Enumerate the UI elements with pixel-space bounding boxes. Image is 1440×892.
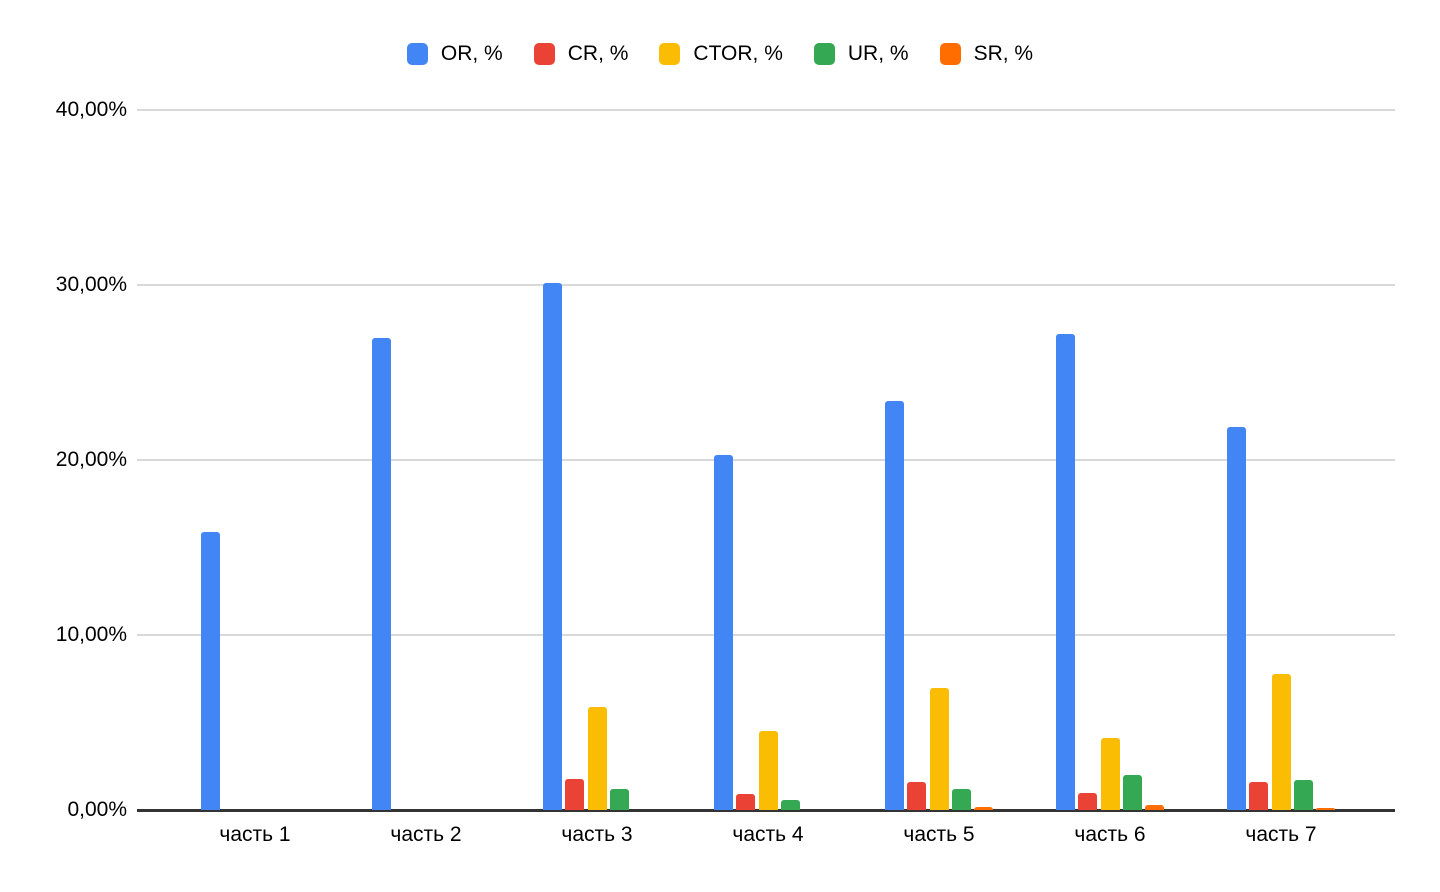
legend-label-or: OR, %	[440, 42, 503, 65]
bar-ur-part-5[interactable]	[951, 789, 971, 810]
bar-ctor-part-7[interactable]	[1271, 673, 1291, 810]
legend-swatch-ur	[813, 43, 835, 65]
gridline-30pct	[137, 284, 1395, 286]
x-axis-line	[137, 809, 1395, 812]
gridline-40pct	[137, 109, 1395, 111]
bar-or-part-2[interactable]	[371, 337, 391, 810]
legend-item-ctor[interactable]: CTOR, %	[659, 42, 783, 66]
x-axis-label-part-7: часть 7	[1245, 823, 1317, 846]
chart-legend: OR, % CR, % CTOR, % UR, % SR, %	[0, 42, 1440, 66]
bar-ur-part-6[interactable]	[1122, 775, 1142, 810]
bar-cr-part-6[interactable]	[1078, 792, 1098, 810]
bar-sr-part-6[interactable]	[1145, 804, 1165, 810]
x-axis-label-part-1: часть 1	[219, 823, 291, 846]
x-axis-label-part-2: часть 2	[390, 823, 462, 846]
legend-item-or[interactable]: OR, %	[406, 42, 503, 66]
x-axis-label-part-5: часть 5	[903, 823, 975, 846]
y-axis-label-0pct: 0,00%	[67, 798, 127, 821]
legend-label-sr: SR, %	[973, 42, 1034, 65]
y-axis-label-40pct: 40,00%	[55, 98, 127, 121]
bar-or-part-7[interactable]	[1226, 426, 1246, 810]
bar-cr-part-5[interactable]	[907, 782, 927, 810]
bar-or-part-5[interactable]	[884, 400, 904, 810]
y-axis-label-30pct: 30,00%	[55, 273, 127, 296]
y-axis-label-20pct: 20,00%	[55, 448, 127, 471]
bar-ctor-part-5[interactable]	[929, 687, 949, 810]
bar-cr-part-3[interactable]	[565, 778, 585, 810]
legend-swatch-ctor	[659, 43, 681, 65]
bar-sr-part-7[interactable]	[1316, 808, 1336, 810]
bar-ctor-part-4[interactable]	[758, 731, 778, 810]
bar-ur-part-4[interactable]	[780, 799, 800, 810]
legend-swatch-sr	[939, 43, 961, 65]
x-axis-label-part-6: часть 6	[1074, 823, 1146, 846]
y-axis-label-10pct: 10,00%	[55, 623, 127, 646]
bar-or-part-6[interactable]	[1055, 334, 1075, 810]
gridline-10pct	[137, 634, 1395, 636]
bar-cr-part-7[interactable]	[1249, 782, 1269, 810]
legend-item-cr[interactable]: CR, %	[533, 42, 629, 66]
bar-cr-part-4[interactable]	[736, 794, 756, 810]
bar-or-part-4[interactable]	[713, 454, 733, 810]
bar-ctor-part-3[interactable]	[587, 706, 607, 810]
legend-swatch-or	[406, 43, 428, 65]
x-axis-label-part-4: часть 4	[732, 823, 804, 846]
bar-or-part-3[interactable]	[542, 283, 562, 810]
bar-ur-part-3[interactable]	[609, 789, 629, 810]
bar-or-part-1[interactable]	[200, 531, 220, 810]
legend-item-ur[interactable]: UR, %	[813, 42, 909, 66]
legend-swatch-cr	[533, 43, 555, 65]
legend-label-ctor: CTOR, %	[693, 42, 783, 65]
legend-label-cr: CR, %	[567, 42, 629, 65]
bar-sr-part-5[interactable]	[974, 806, 994, 810]
bar-ur-part-7[interactable]	[1293, 780, 1313, 810]
x-axis-label-part-3: часть 3	[561, 823, 633, 846]
legend-label-ur: UR, %	[847, 42, 909, 65]
legend-item-sr[interactable]: SR, %	[939, 42, 1034, 66]
gridline-20pct	[137, 459, 1395, 461]
bar-ctor-part-6[interactable]	[1100, 738, 1120, 810]
